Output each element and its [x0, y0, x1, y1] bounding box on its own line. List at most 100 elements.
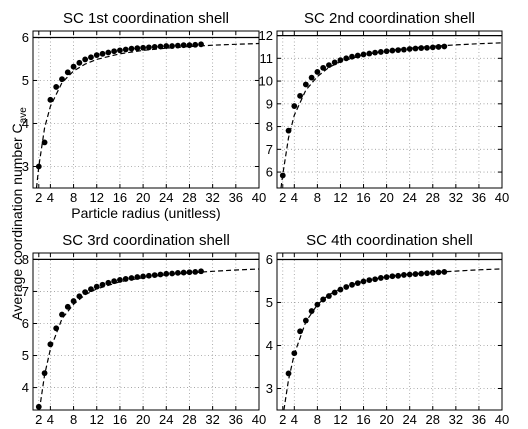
data-point [82, 56, 89, 63]
data-point [93, 283, 100, 290]
y-tick-label: 5 [22, 73, 29, 88]
fit-curve-dashed [35, 42, 259, 188]
fit-curve-dashed [280, 42, 502, 188]
x-tick-label: 32 [205, 412, 219, 427]
axes-frame [32, 30, 260, 189]
data-point [163, 43, 170, 49]
x-tick-label: 16 [113, 412, 127, 427]
data-point [441, 43, 448, 50]
x-tick-label: 32 [449, 412, 463, 427]
x-tick-label: 20 [379, 190, 393, 205]
chart-title: SC 1st coordination shell [63, 10, 229, 27]
x-tick-label: 36 [472, 190, 486, 205]
x-tick-label: 2 [35, 412, 42, 427]
data-point [326, 62, 332, 69]
grid-lines [33, 253, 259, 410]
data-point [320, 64, 327, 71]
x-tick-label: 24 [159, 190, 173, 205]
x-tick-label: 12 [333, 412, 347, 427]
data-point [180, 269, 187, 276]
data-point [401, 46, 407, 53]
x-tick-label: 16 [113, 190, 127, 205]
data-layer [277, 258, 502, 410]
data-point [157, 271, 164, 278]
x-tick-label: 8 [314, 190, 321, 205]
data-point [435, 44, 442, 50]
x-tick-label: 16 [356, 190, 370, 205]
x-tick-label: 28 [182, 190, 196, 205]
y-tick-label: 6 [266, 165, 273, 180]
x-tick-label: 40 [495, 412, 509, 427]
y-axis-label-subscript: ave [18, 107, 29, 124]
y-tick-label: 11 [260, 51, 274, 66]
data-point [186, 269, 193, 276]
data-point [151, 44, 158, 50]
axes-frame [276, 30, 503, 189]
data-point [35, 163, 42, 170]
data-point [331, 289, 338, 296]
data-point [41, 370, 48, 377]
x-tick-label: 36 [229, 190, 243, 205]
x-tick-label: 32 [205, 190, 219, 205]
data-point [47, 96, 54, 103]
data-point [122, 46, 129, 53]
x-tick-label: 16 [356, 412, 370, 427]
axes-frame [32, 252, 260, 411]
data-point [372, 49, 378, 56]
data-point [297, 92, 303, 99]
x-tick-label: 4 [47, 412, 54, 427]
grid-lines [277, 253, 502, 410]
data-point [198, 268, 204, 275]
x-tick-label: 40 [495, 190, 509, 205]
y-tick-label: 6 [22, 30, 29, 45]
shared-y-axis-label: Average coordination number Cave [9, 107, 29, 321]
x-tick-label: 28 [426, 190, 440, 205]
x-tick-label: 8 [70, 412, 77, 427]
data-point [128, 45, 135, 52]
x-tick-label: 12 [90, 412, 104, 427]
data-point [157, 43, 164, 50]
data-point [441, 269, 448, 275]
x-tick-label: 20 [136, 412, 150, 427]
chart-panel-2: SC 2nd coordination shell 2 4 8 12 16 20 24 28 32… [259, 10, 510, 205]
data-point [117, 47, 123, 54]
data-point [349, 53, 355, 60]
data-point [76, 59, 83, 66]
x-tick-label: 8 [314, 412, 321, 427]
y-tick-label: 7 [22, 284, 29, 299]
y-tick-label: 10 [259, 74, 273, 89]
x-tick-label: 2 [279, 412, 286, 427]
data-point [429, 44, 436, 51]
data-point [406, 46, 413, 52]
data-point [117, 277, 123, 283]
y-tick-label: 6 [22, 316, 29, 331]
y-tick-label: 8 [266, 119, 273, 134]
data-point [145, 44, 152, 51]
data-point [99, 50, 106, 57]
data-point [111, 48, 118, 55]
data-point [412, 45, 419, 52]
x-tick-label: 8 [70, 190, 77, 205]
x-tick-label: 20 [136, 190, 150, 205]
x-tick-label: 4 [291, 412, 298, 427]
data-point [314, 69, 321, 75]
data-point [331, 59, 338, 66]
data-layer [33, 36, 259, 188]
chart-title: SC 2nd coordination shell [304, 10, 475, 27]
y-tick-label: 4 [22, 116, 29, 131]
data-point [395, 47, 402, 54]
x-tick-label: 36 [229, 412, 243, 427]
x-tick-label: 40 [252, 412, 266, 427]
data-point [134, 45, 141, 52]
x-tick-label: 20 [379, 412, 393, 427]
fit-curve-dashed [283, 268, 502, 410]
data-point [174, 269, 181, 276]
data-point [93, 52, 100, 58]
x-tick-label: 2 [35, 190, 42, 205]
data-point [285, 370, 292, 377]
x-tick-label: 4 [291, 190, 298, 205]
y-tick-label: 6 [266, 252, 273, 267]
x-tick-label: 24 [159, 412, 173, 427]
